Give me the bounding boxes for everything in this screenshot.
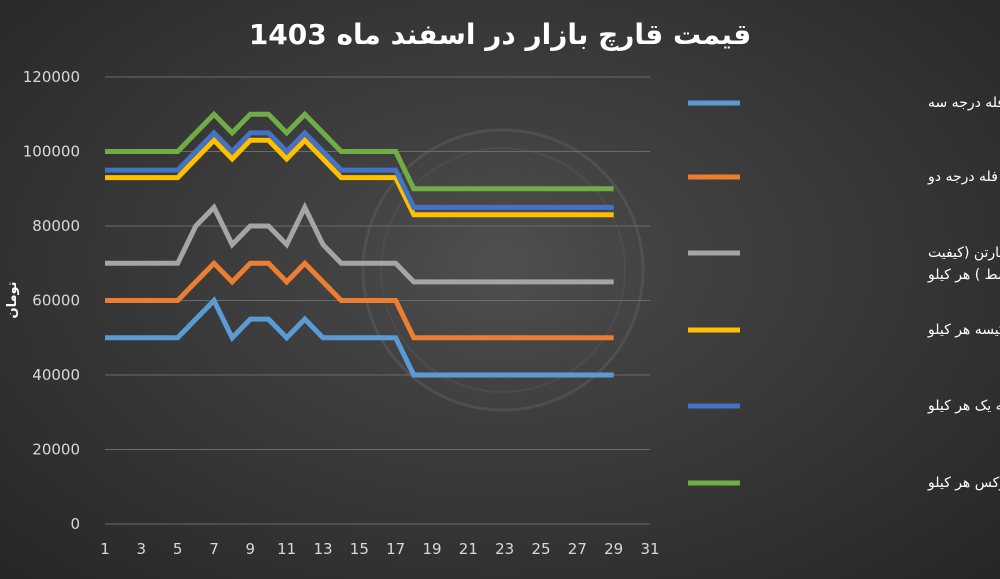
series-line-2: [105, 259, 614, 341]
legend-label: قارچ فله در کیسه هر کیلو: [927, 322, 1000, 338]
legend-label: قارچ فله سبد درجه یک هر کیلو: [927, 398, 1000, 414]
x-tick-label: 11: [277, 540, 296, 558]
series-line-1: [105, 296, 614, 378]
x-tick-label: 5: [173, 540, 183, 558]
y-tick-label: 80000: [32, 217, 80, 235]
legend-label: قارچ فله درجه دو: [927, 169, 1000, 185]
y-tick-label: 60000: [32, 292, 80, 310]
x-tick-label: 21: [459, 540, 478, 558]
x-tick-label: 29: [604, 540, 623, 558]
x-tick-label: 13: [313, 540, 332, 558]
y-axis-label: تومان: [5, 281, 20, 318]
y-axis-ticks: 0 20000 40000 60000 80000 100000 120000: [23, 68, 80, 533]
series-line-5: [105, 129, 614, 210]
y-tick-label: 40000: [32, 366, 80, 384]
series-line-3: [105, 201, 614, 285]
x-tick-label: 27: [568, 540, 587, 558]
x-tick-label: 15: [350, 540, 369, 558]
x-tick-label: 9: [246, 540, 256, 558]
x-tick-label: 3: [137, 540, 147, 558]
x-tick-label: 23: [495, 540, 514, 558]
y-tick-label: 120000: [23, 68, 80, 86]
series-line-4: [105, 136, 614, 218]
legend: قارچ فله درجه سه قارچ فله درجه دو قارچ فله…: [688, 95, 1000, 491]
x-axis-ticks: 1 3 5 7 9 11 13 15 17 19 21 23 25 27 29 31: [100, 540, 659, 558]
legend-label: متوسط ) هر کیلو: [927, 267, 1000, 283]
x-tick-label: 25: [531, 540, 550, 558]
series-line-6: [105, 110, 614, 192]
y-tick-label: 0: [70, 515, 80, 533]
legend-label: قارچ فله در سبد و کیسه و کارتن (کیفیت: [928, 245, 1000, 261]
x-tick-label: 17: [386, 540, 405, 558]
x-tick-label: 7: [209, 540, 219, 558]
y-tick-label: 100000: [23, 143, 80, 161]
chart-title: قیمت قارچ بازار در اسفند ماه 1403: [249, 18, 751, 51]
series-lines: [105, 110, 614, 378]
legend-label: قارچ فله درجه سه: [928, 95, 1000, 111]
x-tick-label: 1: [100, 540, 110, 558]
y-tick-label: 20000: [32, 441, 80, 459]
x-tick-label: 31: [640, 540, 659, 558]
x-tick-label: 19: [422, 540, 441, 558]
